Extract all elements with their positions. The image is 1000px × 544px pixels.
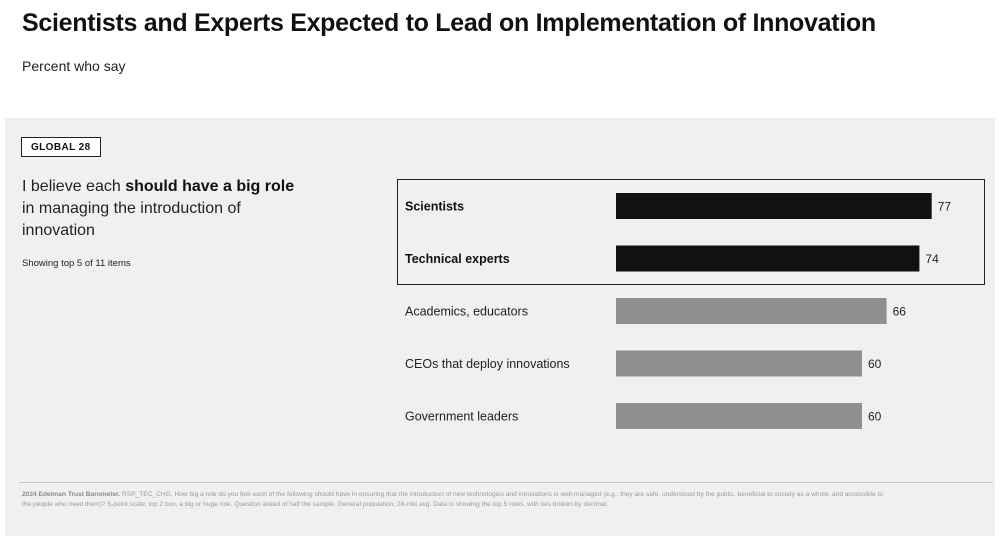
value-label: 60: [868, 410, 882, 424]
value-label: 77: [938, 200, 952, 214]
category-label: Academics, educators: [405, 305, 528, 319]
value-label: 60: [868, 357, 882, 371]
bar: [616, 298, 887, 324]
showing-note: Showing top 5 of 11 items: [22, 258, 131, 269]
highlight-box: [397, 179, 985, 285]
value-label: 74: [925, 252, 939, 266]
footnote-source: 2024 Edelman Trust Barometer.: [22, 491, 121, 498]
page-subtitle: Percent who say: [22, 58, 126, 74]
region-badge: GLOBAL 28: [21, 137, 101, 157]
footnote-divider: [19, 482, 993, 483]
question-pre: I believe each: [22, 178, 126, 195]
bar: [616, 193, 932, 219]
question-text: I believe each should have a big role in…: [22, 176, 307, 242]
chart-panel: GLOBAL 28 I believe each should have a b…: [5, 118, 995, 536]
category-label: CEOs that deploy innovations: [405, 357, 570, 371]
category-label: Technical experts: [405, 252, 510, 266]
footnote: 2024 Edelman Trust Barometer. RSP_TEC_CH…: [22, 490, 892, 509]
bar: [616, 245, 920, 272]
bar: [616, 403, 862, 429]
page-title: Scientists and Experts Expected to Lead …: [22, 9, 876, 37]
question-bold: should have a big role: [125, 178, 295, 195]
bar-chart: Scientists 77 Technical experts 74 Academics…: [405, 193, 952, 429]
question-post: in managing the introduction of innovati…: [22, 200, 241, 239]
category-label: Government leaders: [405, 410, 518, 424]
category-label: Scientists: [405, 200, 464, 214]
footnote-text: RSP_TEC_CHG. How big a role do you feel …: [22, 491, 883, 508]
bar: [616, 350, 862, 377]
value-label: 66: [893, 305, 907, 319]
